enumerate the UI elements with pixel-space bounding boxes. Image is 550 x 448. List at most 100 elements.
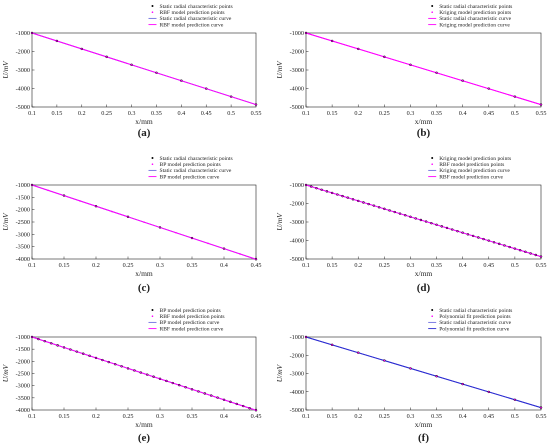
x-tick-label: 0.35: [431, 413, 442, 420]
x-tick-label: 0.55: [536, 110, 547, 117]
legend-point-marker: [151, 315, 154, 318]
legend-label: Static radial characteristic curve: [159, 168, 231, 174]
data-point: [404, 214, 407, 217]
x-tick-label: 0.2: [92, 262, 100, 269]
x-tick-label: 0.4: [459, 413, 467, 420]
x-tick-label: 0.3: [407, 413, 415, 420]
data-point: [50, 342, 52, 345]
data-point: [216, 396, 219, 399]
x-tick-label: 0.45: [251, 413, 262, 420]
chart-panel-5: 0.1 0.15 0.2 0.25 0.3 0.35 0.4 0.45 -1000 -1500 -2…: [1, 308, 261, 444]
data-point: [435, 71, 438, 74]
y-axis-label: U/mV: [275, 60, 284, 79]
legend-label: Kriging model prediction curve: [439, 168, 510, 174]
data-point: [165, 380, 168, 382]
x-axis-label: x/mm: [135, 420, 153, 429]
x-tick-label: 0.25: [379, 262, 390, 269]
data-point: [159, 378, 161, 380]
x-tick-label: 0.5: [511, 413, 519, 420]
data-point: [31, 184, 33, 186]
data-point: [197, 390, 200, 393]
legend-label: Static radial characteristic points: [439, 4, 512, 10]
data-point: [159, 226, 161, 229]
data-point: [315, 187, 318, 189]
data-point: [210, 394, 212, 397]
legend-label: Static radial characteristic points: [159, 4, 232, 10]
chart-panel-4: 0.1 0.15 0.2 0.25 0.3 0.35 0.4 0.45 0.5 0.55 -1000…: [275, 156, 546, 294]
data-point: [69, 348, 72, 351]
y-tick-label: -1000: [290, 182, 304, 189]
y-tick-label: -4000: [16, 407, 30, 414]
panel-label: (f): [418, 432, 429, 444]
legend-label: RBF model prediction points: [159, 314, 224, 320]
data-point: [425, 220, 427, 223]
x-tick-label: 0.45: [201, 110, 212, 117]
data-point: [540, 255, 542, 258]
legend-label: Kriging model prediction points: [439, 156, 511, 162]
data-point: [420, 219, 422, 221]
data-point: [255, 103, 257, 106]
data-point: [430, 222, 433, 224]
legend-label: Polynomial fit prediction points: [439, 313, 510, 320]
x-tick-label: 0.15: [51, 110, 62, 117]
data-point: [63, 194, 65, 197]
x-tick-label: 0.25: [101, 110, 112, 117]
data-point: [341, 195, 344, 197]
series-line-4: [305, 336, 542, 409]
y-tick-label: -3000: [290, 371, 304, 378]
data-point: [487, 87, 490, 90]
data-point: [184, 386, 187, 389]
data-point: [101, 359, 104, 361]
x-tick-label: 0.2: [78, 110, 86, 117]
data-point: [305, 32, 307, 34]
y-axis-label: U/mV: [275, 363, 284, 382]
x-tick-label: 0.3: [156, 413, 164, 420]
y-tick-label: -4000: [16, 86, 30, 93]
data-point: [519, 249, 521, 252]
data-point: [461, 79, 464, 82]
legend-label: Static radial characteristic points: [159, 156, 232, 162]
data-point: [524, 251, 527, 253]
series-line-4: [31, 32, 257, 106]
data-point: [393, 211, 396, 213]
chart-panel-6: 0.1 0.15 0.2 0.25 0.3 0.35 0.4 0.45 0.5 0.55 -1000…: [275, 308, 546, 444]
x-tick-label: 0.35: [431, 110, 442, 117]
data-point: [472, 235, 474, 237]
data-point: [82, 352, 84, 355]
y-tick-label: -5000: [290, 407, 304, 414]
data-point: [487, 239, 490, 242]
data-point: [31, 32, 33, 34]
legend-label: BP model prediction points: [159, 308, 220, 314]
x-tick-label: 0.4: [459, 262, 467, 269]
x-tick-label: 0.25: [123, 262, 134, 269]
data-point: [461, 383, 464, 385]
x-tick-label: 0.15: [59, 262, 70, 269]
y-tick-label: -2000: [290, 49, 304, 56]
x-axis-label: x/mm: [135, 117, 153, 126]
legend-label: RBF model prediction points: [439, 162, 504, 168]
y-tick-label: -2000: [290, 352, 304, 359]
data-point: [47, 189, 49, 192]
x-tick-label: 0.1: [28, 110, 36, 117]
data-point: [178, 384, 180, 386]
x-tick-label: 0.25: [379, 413, 390, 420]
data-point: [236, 403, 238, 405]
x-tick-label: 0.2: [354, 413, 362, 420]
data-point: [529, 252, 532, 255]
data-point: [357, 351, 360, 354]
x-tick-label: 0.45: [483, 110, 494, 117]
data-point: [223, 247, 225, 250]
x-tick-label: 0.35: [151, 110, 162, 117]
x-tick-label: 0.3: [407, 262, 415, 269]
legend-point-marker: [431, 5, 434, 7]
data-point: [105, 56, 108, 58]
x-tick-label: 0.35: [187, 262, 198, 269]
y-tick-label: -3000: [16, 67, 30, 74]
y-tick-label: -3000: [290, 219, 304, 226]
data-point: [461, 231, 464, 234]
x-tick-label: 0.1: [302, 262, 310, 269]
x-tick-label: 0.45: [483, 262, 494, 269]
legend-label: Static radial characteristic points: [439, 308, 512, 314]
data-point: [409, 64, 412, 66]
y-tick-label: -1500: [16, 194, 30, 201]
